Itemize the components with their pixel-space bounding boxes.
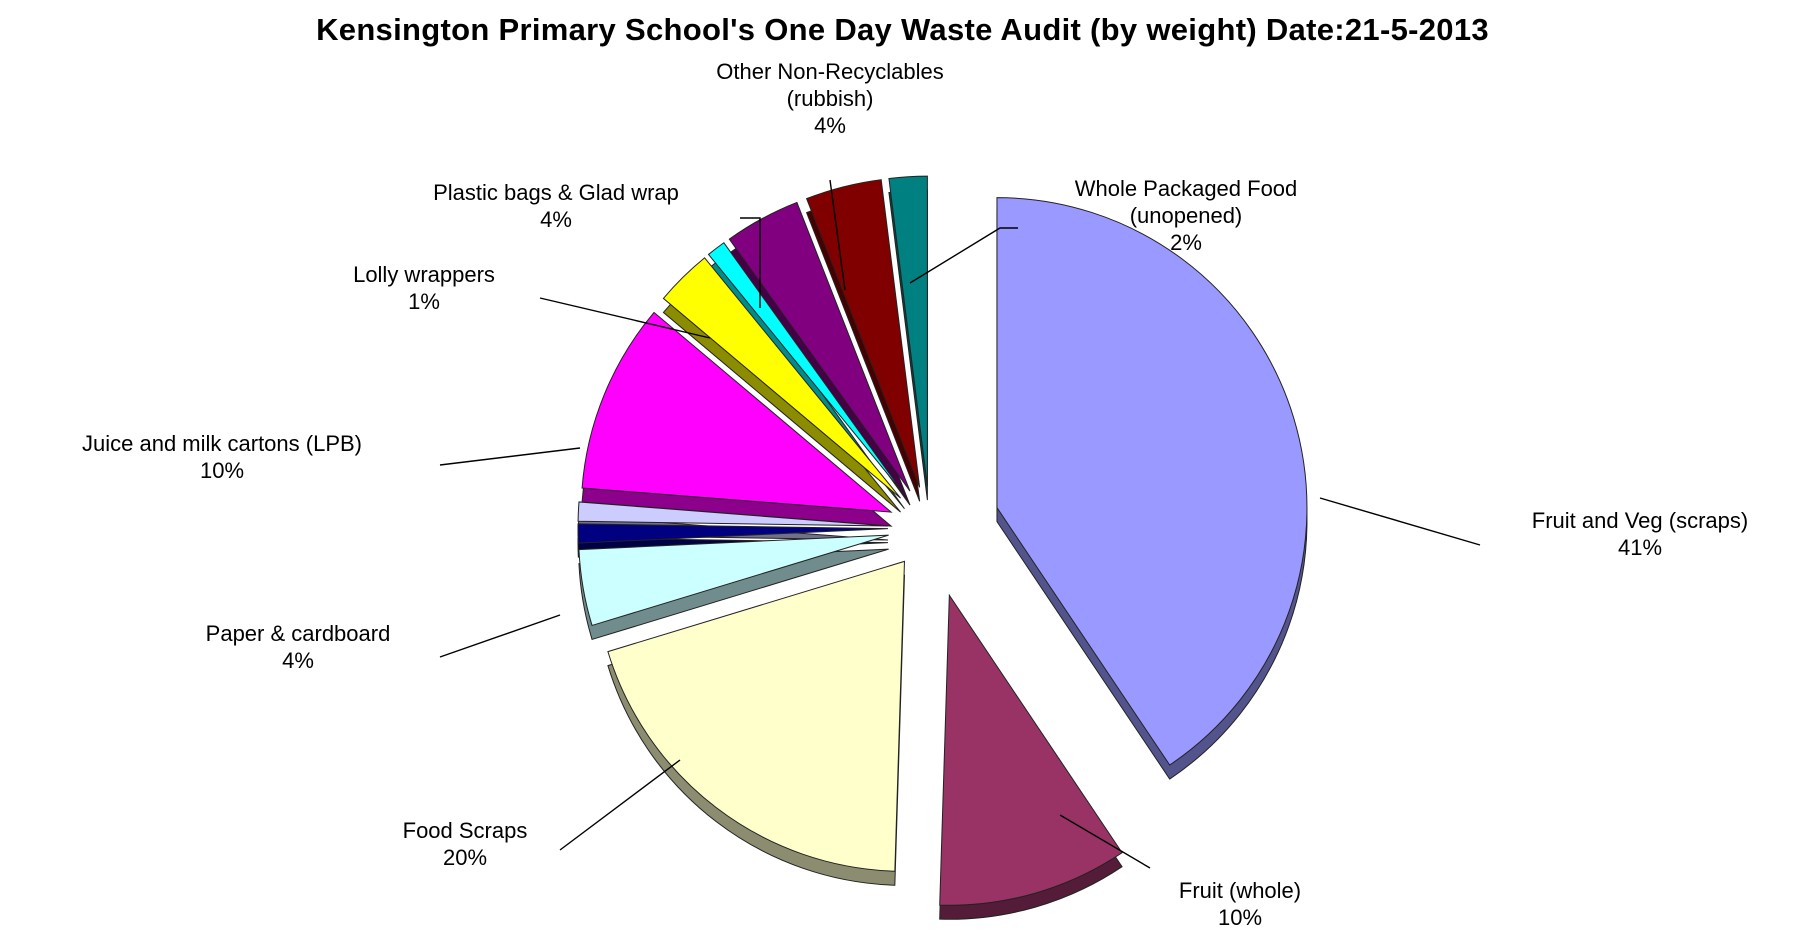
leader-line-food-scraps <box>559 759 681 851</box>
leader-line-lolly-wrappers <box>539 297 711 339</box>
slice-label-lolly-wrappers: Lolly wrappers 1% <box>353 262 495 314</box>
chart-title: Kensington Primary School's One Day Wast… <box>316 12 1489 47</box>
slice-label-paper-cardboard: Paper & cardboard 4% <box>206 621 391 673</box>
pie-slice-whole-packaged-food-unopened <box>888 175 928 487</box>
pie-slice-paper-cardboard <box>578 534 889 627</box>
slice-label-juice-and-milk-cartons-lpb: Juice and milk cartons (LPB) 10% <box>82 431 362 483</box>
slice-label-other-non-recyclables-rubbish: Other Non-Recyclables (rubbish) 4% <box>716 59 943 138</box>
leader-line-plastic-bags-glad-wrap <box>740 217 761 308</box>
leader-line-fruit-and-veg-scraps <box>1319 497 1481 546</box>
slice-label-plastic-bags-glad-wrap: Plastic bags & Glad wrap 4% <box>433 180 679 232</box>
pie-slice-fruit-and-veg-scraps <box>996 197 1308 766</box>
pie-slice-slice-5 <box>577 501 889 527</box>
slice-label-food-scraps: Food Scraps 20% <box>403 818 528 870</box>
pie-slice-food-scraps <box>607 560 905 872</box>
pie-slice-other-non-recyclables-rubbish <box>805 179 921 488</box>
leader-line-fruit-whole <box>1059 814 1151 869</box>
leader-line-whole-packaged-food-unopened <box>909 227 1018 284</box>
leader-line-other-non-recyclables-rubbish <box>829 179 846 291</box>
pie-slice-fruit-whole <box>939 593 1123 906</box>
pie-slice-slice-7 <box>662 257 901 499</box>
pie-slice-slice-4 <box>577 523 889 544</box>
leader-line-juice-and-milk-cartons-lpb <box>439 447 581 466</box>
slice-label-fruit-and-veg-scraps: Fruit and Veg (scraps) 41% <box>1532 508 1748 560</box>
slice-label-fruit-whole: Fruit (whole) 10% <box>1179 878 1301 930</box>
slice-label-whole-packaged-food-unopened: Whole Packaged Food (unopened) 2% <box>1075 176 1298 255</box>
pie-slice-plastic-bags-glad-wrap <box>728 201 911 492</box>
pie-slice-lolly-wrappers <box>707 242 905 495</box>
leader-line-paper-cardboard <box>439 614 561 658</box>
